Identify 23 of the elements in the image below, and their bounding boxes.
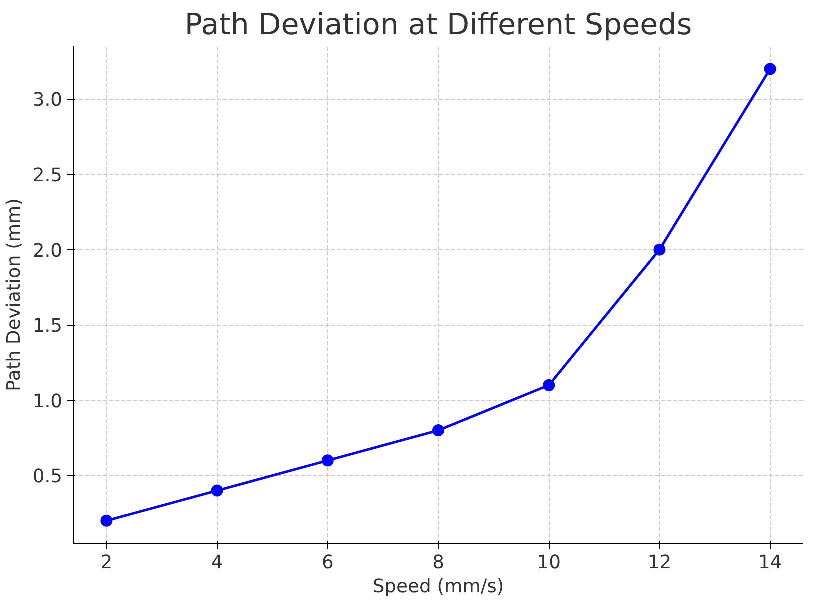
x-tick-label: 8 bbox=[432, 552, 444, 574]
x-tick-label: 6 bbox=[322, 552, 334, 574]
point bbox=[654, 244, 666, 256]
x-tick-label: 10 bbox=[537, 552, 561, 574]
y-tick-label: 1.5 bbox=[32, 316, 62, 338]
y-tick-label: 2.0 bbox=[32, 240, 62, 262]
y-tick-label: 3.0 bbox=[32, 90, 62, 112]
chart-title: Path Deviation at Different Speeds bbox=[184, 8, 692, 42]
x-tick-label: 2 bbox=[100, 552, 113, 574]
point bbox=[322, 454, 334, 467]
y-tick-label: 0.5 bbox=[32, 466, 62, 488]
y-tick-label: 2.5 bbox=[32, 166, 62, 187]
point bbox=[543, 379, 556, 392]
point bbox=[211, 484, 224, 497]
point bbox=[432, 424, 444, 437]
y-axis-title: Path Deviation (mm) bbox=[4, 198, 25, 392]
point bbox=[764, 63, 776, 76]
point bbox=[100, 514, 113, 527]
x-tick-label: 12 bbox=[648, 552, 672, 574]
x-axis-title: Speed (mm/s) bbox=[372, 576, 504, 598]
x-tick-label: 14 bbox=[758, 552, 782, 574]
x-tick-label: 4 bbox=[211, 552, 224, 574]
y-tick-label: 1.0 bbox=[32, 391, 62, 412]
